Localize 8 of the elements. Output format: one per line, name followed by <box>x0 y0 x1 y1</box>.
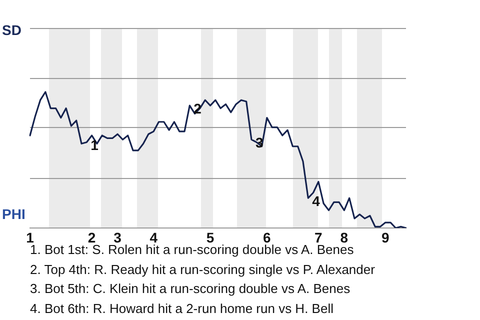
text: 2. Top 4th: R. Ready hit a run-scoring single vs P. Alexander <box>30 260 375 279</box>
text: 4. Bot 6th: R. Howard hit a 2-run home run vs H. Bell <box>30 300 334 318</box>
text: 3. Bot 5th: C. Klein hit a run-scoring double vs A. Benes <box>30 280 352 298</box>
annotation: 1 <box>90 137 99 154</box>
text: PHI <box>2 206 26 222</box>
text: SD <box>2 22 22 38</box>
x-tick-label: 9 <box>382 229 390 246</box>
annotation: 4 <box>312 192 320 209</box>
